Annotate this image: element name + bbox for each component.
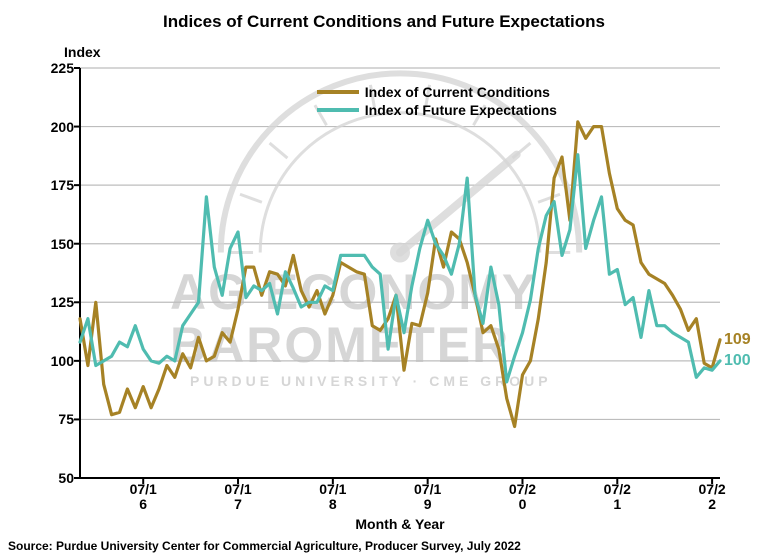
- y-tick-label: 225: [51, 60, 74, 76]
- x-tick-label: 07/1 8: [319, 482, 346, 511]
- x-tick-label: 07/2 1: [604, 482, 631, 511]
- legend-label: Index of Current Conditions: [365, 84, 550, 100]
- x-tick-label: 07/1 7: [224, 482, 251, 511]
- legend: Index of Current Conditions Index of Futu…: [317, 84, 557, 120]
- legend-swatch: [317, 108, 359, 112]
- x-tick-label: 07/2 0: [509, 482, 536, 511]
- source-attribution: Source: Purdue University Center for Com…: [8, 539, 521, 553]
- x-tick-label: 07/2 2: [698, 482, 725, 511]
- y-tick-label: 50: [58, 470, 74, 486]
- y-tick-label: 175: [51, 177, 74, 193]
- y-tick-label: 100: [51, 353, 74, 369]
- chart-title: Indices of Current Conditions and Future…: [0, 12, 768, 32]
- y-tick-label: 200: [51, 119, 74, 135]
- legend-item: Index of Future Expectations: [317, 102, 557, 118]
- y-tick-label: 150: [51, 236, 74, 252]
- x-tick-label: 07/1 6: [130, 482, 157, 511]
- x-tick-label: 07/1 9: [414, 482, 441, 511]
- y-tick-label: 75: [58, 411, 74, 427]
- series-end-label: 109: [724, 331, 751, 349]
- y-tick-label: 125: [51, 294, 74, 310]
- chart-container: Indices of Current Conditions and Future…: [0, 0, 768, 557]
- x-axis-title: Month & Year: [80, 516, 720, 532]
- y-axis-title: Index: [64, 44, 101, 60]
- legend-item: Index of Current Conditions: [317, 84, 557, 100]
- series-end-label: 100: [724, 352, 751, 370]
- legend-swatch: [317, 90, 359, 94]
- legend-label: Index of Future Expectations: [365, 102, 557, 118]
- plot-area: [80, 68, 720, 478]
